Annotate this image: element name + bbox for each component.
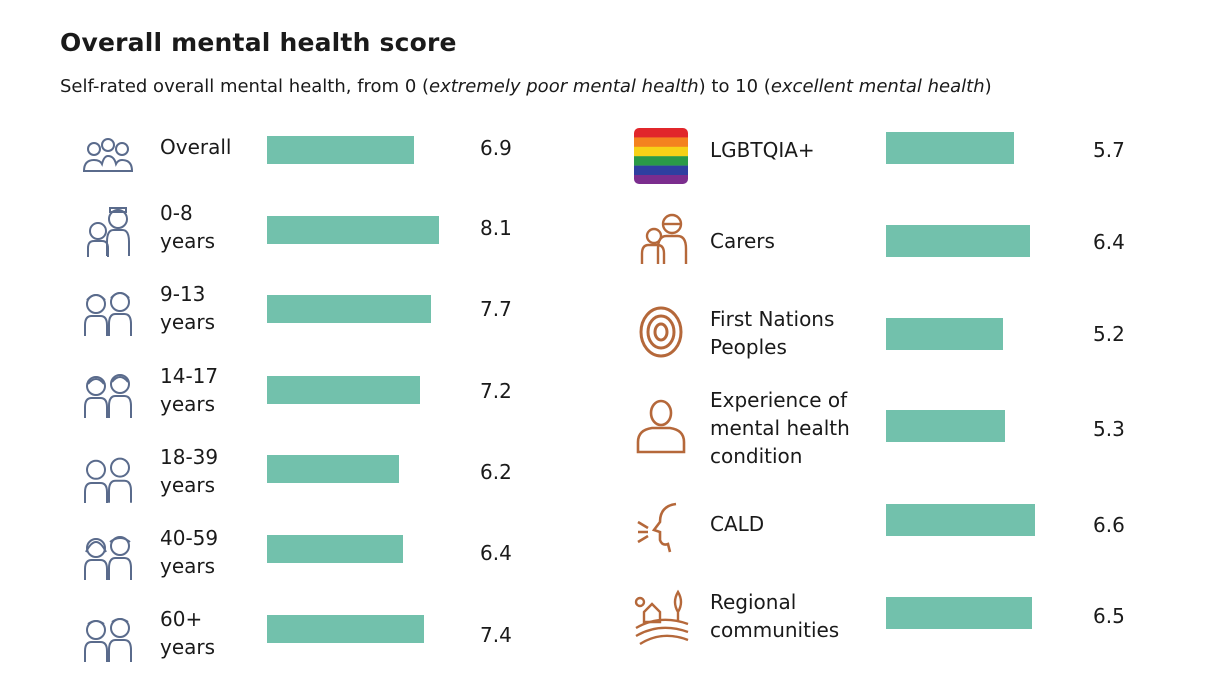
category-label-overall: Overall <box>160 135 232 159</box>
value-label-40-59-years: 6.4 <box>480 541 512 565</box>
carer-icon <box>640 213 688 264</box>
concentric-circles-icon <box>639 306 683 358</box>
value-label-cald: 6.6 <box>1093 513 1125 537</box>
young-adults-icon <box>84 457 132 503</box>
group-people-icon <box>82 138 134 172</box>
value-label-9-13-years: 7.7 <box>480 297 512 321</box>
category-label-18-39-years: 18-39 years <box>160 445 219 497</box>
bar-experience-of-mental-health-condition <box>886 410 1005 442</box>
older-adults-icon <box>84 618 132 662</box>
bar-14-17-years <box>267 376 420 404</box>
chart-title: Overall mental health score <box>60 28 457 57</box>
bar-first-nations-peoples <box>886 318 1003 350</box>
bar-18-39-years <box>267 455 399 483</box>
rainbow-flag-icon <box>634 128 688 184</box>
bar-0-8-years <box>267 216 439 244</box>
category-label-cald: CALD <box>710 512 765 536</box>
middle-aged-adults-icon <box>84 536 132 580</box>
category-label-0-8-years: 0-8 years <box>160 201 216 253</box>
preteens-icon <box>84 292 132 336</box>
scale-high-label: excellent mental health <box>770 76 985 97</box>
bar-lgbtqia <box>886 132 1014 164</box>
person-outline-icon <box>636 399 686 454</box>
category-label-9-13-years: 9-13 years <box>160 282 216 334</box>
bar-9-13-years <box>267 295 431 323</box>
category-label-experience-of-mental-health-condition: Experience of mental health condition <box>710 388 850 468</box>
category-label-regional-communities: Regional communities <box>710 590 840 642</box>
category-label-14-17-years: 14-17 years <box>160 364 219 416</box>
category-label-lgbtqia: LGBTQIA+ <box>710 138 815 162</box>
value-label-0-8-years: 8.1 <box>480 216 512 240</box>
regional-landscape-icon <box>634 589 689 646</box>
scale-low-label: extremely poor mental health <box>429 76 699 97</box>
young-children-icon <box>87 207 130 257</box>
value-label-regional-communities: 6.5 <box>1093 604 1125 628</box>
bar-40-59-years <box>267 535 403 563</box>
value-label-experience-of-mental-health-condition: 5.3 <box>1093 417 1125 441</box>
bar-cald <box>886 504 1035 536</box>
category-label-40-59-years: 40-59 years <box>160 526 219 578</box>
value-label-lgbtqia: 5.7 <box>1093 138 1125 162</box>
bar-carers <box>886 225 1030 257</box>
value-label-carers: 6.4 <box>1093 230 1125 254</box>
value-label-overall: 6.9 <box>480 136 512 160</box>
value-label-first-nations-peoples: 5.2 <box>1093 322 1125 346</box>
speaking-head-icon <box>637 502 677 553</box>
value-label-14-17-years: 7.2 <box>480 379 512 403</box>
value-label-60-years: 7.4 <box>480 623 512 647</box>
category-label-60-years: 60+ years <box>160 607 216 659</box>
chart-subtitle: Self-rated overall mental health, from 0… <box>60 76 992 97</box>
bar-regional-communities <box>886 597 1032 629</box>
bar-overall <box>267 136 414 164</box>
teenagers-icon <box>84 374 132 418</box>
category-label-first-nations-peoples: First Nations Peoples <box>710 307 835 359</box>
category-label-carers: Carers <box>710 229 775 253</box>
bar-60-years <box>267 615 424 643</box>
value-label-18-39-years: 6.2 <box>480 460 512 484</box>
